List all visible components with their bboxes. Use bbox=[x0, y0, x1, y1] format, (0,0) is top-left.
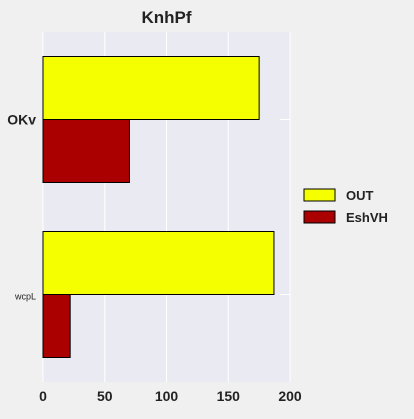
bar-EshVH-OKv bbox=[43, 120, 129, 183]
legend: OUT EshVH bbox=[304, 188, 388, 225]
x-tick-label: 100 bbox=[155, 388, 179, 404]
bar-EshVH-wcpL bbox=[43, 295, 70, 358]
x-tick-labels: 0 50 100 150 200 bbox=[39, 388, 302, 404]
legend-label-EshVH: EshVH bbox=[346, 210, 388, 225]
x-tick-label: 0 bbox=[39, 388, 47, 404]
x-tick-label: 200 bbox=[278, 388, 302, 404]
legend-swatch-EshVH bbox=[304, 211, 335, 223]
category-labels: OKv wcpL bbox=[7, 112, 36, 302]
x-tick-label: 150 bbox=[217, 388, 241, 404]
category-label: OKv bbox=[7, 112, 36, 128]
legend-label-OUT: OUT bbox=[346, 188, 374, 203]
bar-OUT-OKv bbox=[43, 57, 259, 120]
bar-OUT-wcpL bbox=[43, 232, 274, 295]
legend-swatch-OUT bbox=[304, 189, 335, 201]
category-label: wcpL bbox=[14, 292, 36, 302]
x-tick-label: 50 bbox=[97, 388, 113, 404]
chart-title: KnhPf bbox=[141, 8, 191, 27]
